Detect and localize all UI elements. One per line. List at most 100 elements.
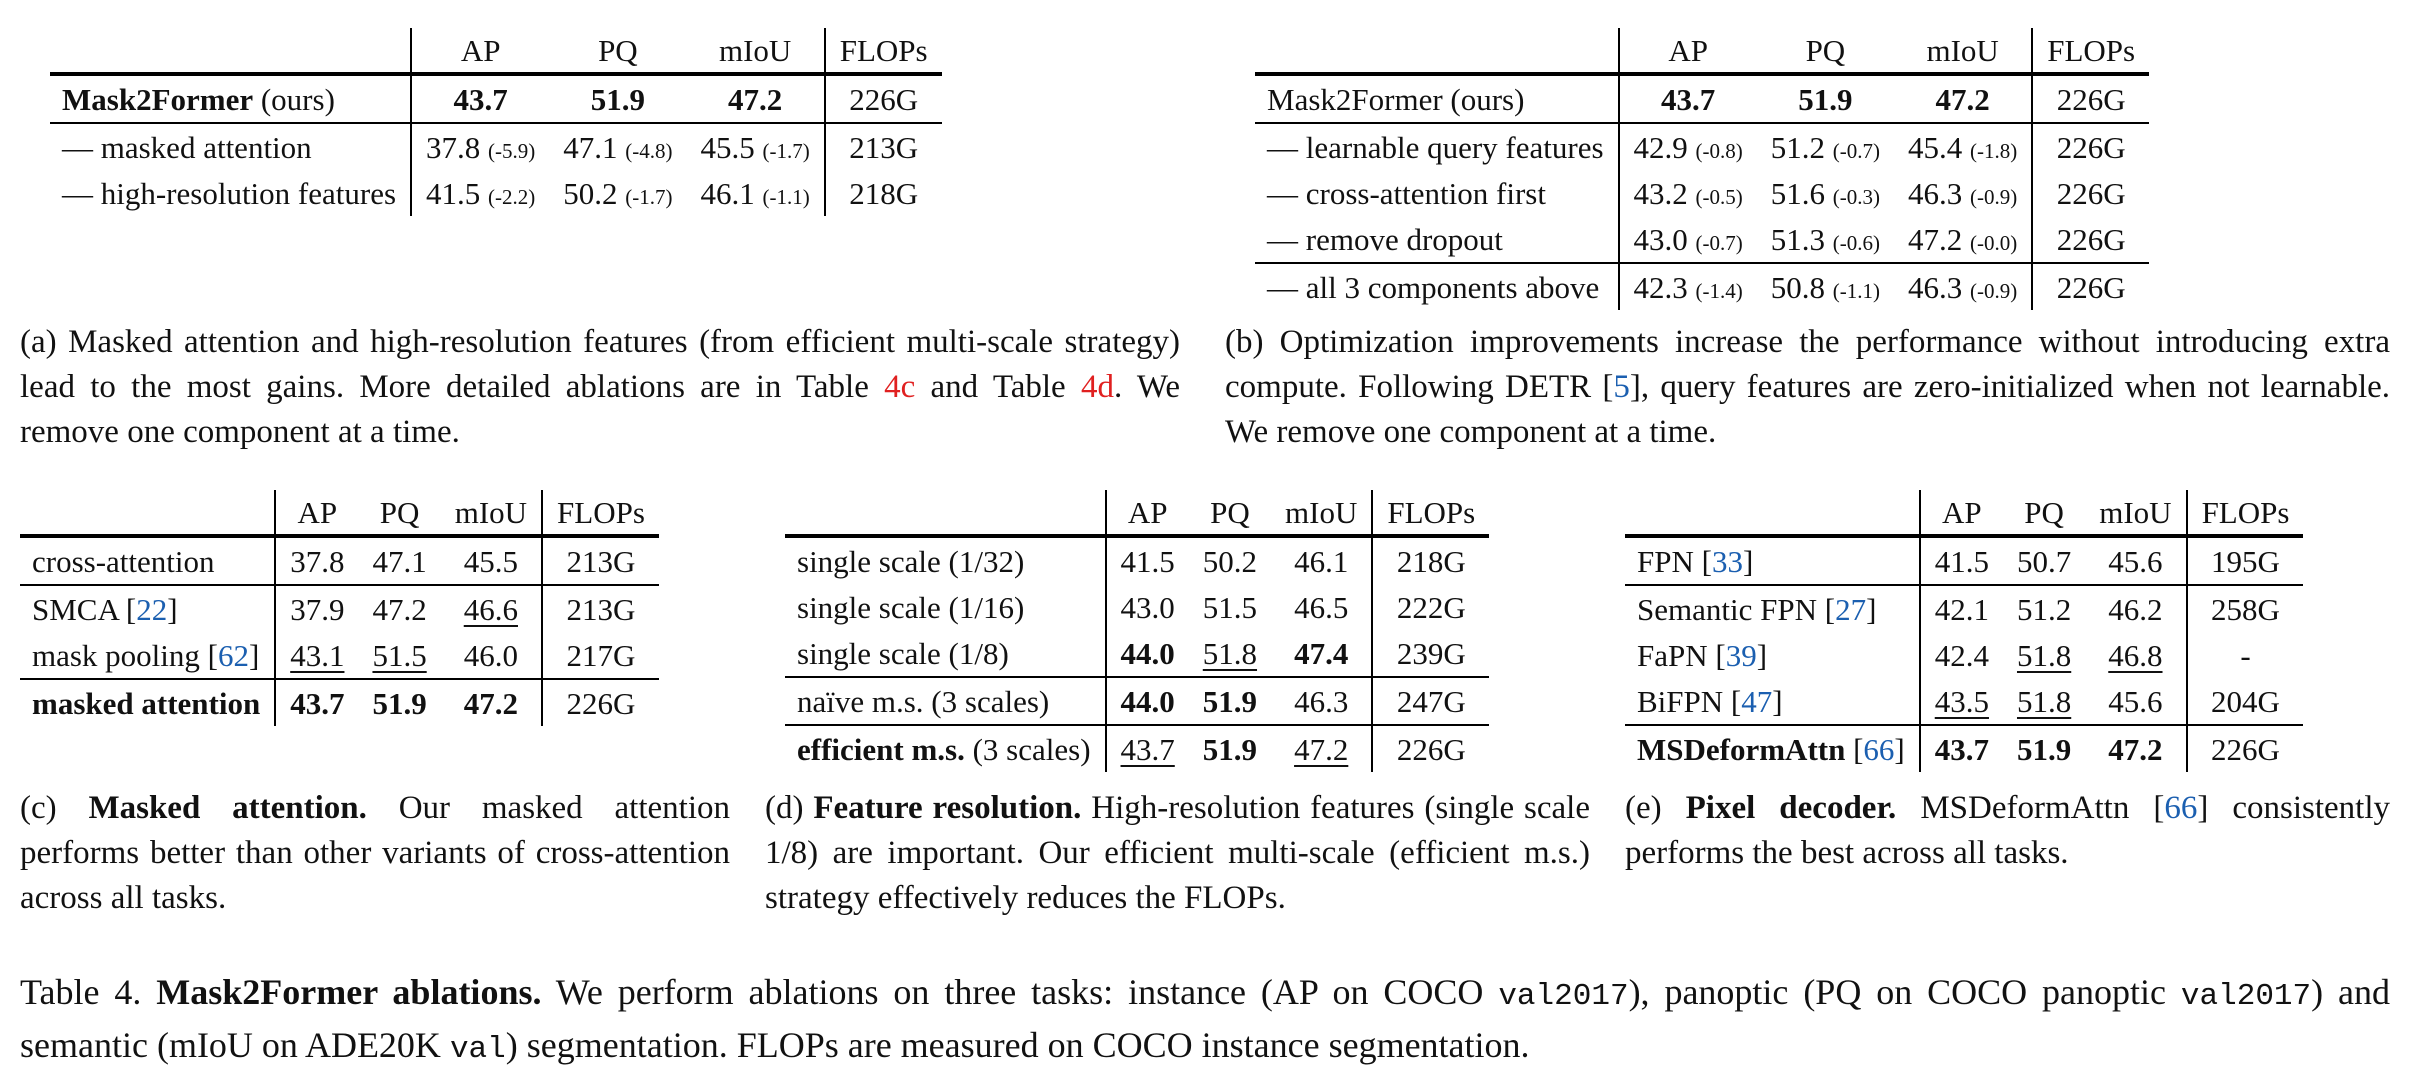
caption-c: (c) Masked attention. Our masked attenti… — [20, 786, 730, 921]
table-cell-pq: 50.2 (-1.7) — [549, 170, 686, 216]
table-row: efficient m.s. (3 scales) 43.7 51.9 47.2 226… — [785, 725, 1490, 772]
cell-delta: (-0.9) — [1970, 184, 2018, 209]
row-name: FaPN [ — [1637, 637, 1726, 673]
cell-delta: (-1.1) — [762, 184, 810, 209]
column-header-flops: FLOPs — [839, 32, 928, 68]
cell-value: 47.1 — [372, 543, 427, 579]
table-cell-miou: 47.2 — [2085, 725, 2188, 772]
table-a-header-row: AP PQ mIoU FLOPs — [50, 28, 942, 74]
row-label: single scale (1/16) — [785, 584, 1107, 630]
cell-value: 46.1 — [1294, 543, 1349, 579]
reference-link: 5 — [1613, 369, 1630, 405]
cell-value: 41.5 — [1934, 543, 1989, 579]
cell-delta: (-0.3) — [1832, 184, 1880, 209]
table-cell-flops: 217G — [542, 632, 659, 679]
reference-link: 66 — [2164, 790, 2198, 826]
cell-value: 226G — [2211, 731, 2280, 767]
caption-text: . We remove one component at a time. — [20, 369, 1181, 450]
cell-delta: (-4.8) — [625, 138, 673, 163]
caption-text: Our masked attention performs better tha… — [20, 790, 730, 916]
table-cell-flops: 226G — [2032, 216, 2149, 263]
cell-value: 43.5 — [1934, 683, 1989, 719]
caption-text: (a) Masked attention and high-resolution… — [20, 324, 1180, 405]
row-name: mask pooling [ — [32, 637, 218, 673]
caption-d: (d) Feature resolution. High-resolution … — [765, 786, 1590, 921]
table-cell-ap: 41.5 — [1106, 536, 1189, 584]
row-name: single scale (1/8) — [797, 635, 1009, 671]
cell-value: 47.2 — [1908, 221, 1963, 257]
table-cell-miou: 45.6 — [2085, 678, 2188, 725]
cell-delta: (-1.7) — [762, 138, 810, 163]
table-cell-miou: 47.2 — [1894, 74, 2034, 123]
table-cell-pq: 51.8 — [1189, 630, 1271, 677]
table-row: MSDeformAttn [66] 43.7 51.9 47.2 226G — [1625, 725, 2304, 772]
table-cell-flops: 213G — [825, 123, 942, 170]
table-cell-ap: 43.7 — [275, 679, 358, 726]
cell-value: 46.5 — [1294, 589, 1349, 625]
row-name: single scale (1/16) — [797, 589, 1025, 625]
table-row: FPN [33] 41.5 50.7 45.6 195G — [1625, 536, 2303, 585]
cell-delta: (-0.7) — [1695, 230, 1743, 255]
table-cell-pq: 47.1 — [358, 536, 440, 585]
column-header-pq: PQ — [1210, 494, 1250, 530]
caption-text: Feature resolution. — [813, 790, 1082, 826]
cell-value: 37.9 — [290, 591, 345, 627]
cell-value: 47.2 — [727, 81, 783, 117]
row-name-end: ] — [1772, 683, 1783, 719]
row-name-end: ] — [167, 591, 178, 627]
column-header-pq: PQ — [379, 494, 420, 530]
table-cell-ap: 42.1 — [1920, 585, 2003, 632]
cell-value: 51.9 — [2016, 731, 2072, 767]
cell-value: 218G — [849, 175, 919, 211]
citation-link: 39 — [1725, 637, 1757, 673]
table-cell-miou: 46.1 — [1271, 536, 1374, 584]
caption-b: (b) Optimization improvements increase t… — [1225, 320, 2390, 455]
table-cell-flops: 213G — [542, 536, 659, 585]
table-cell-miou: 46.3 (-0.9) — [1894, 263, 2034, 310]
caption-e: (e) Pixel decoder. MSDeformAttn [66] con… — [1625, 786, 2390, 876]
row-label: — all 3 components above — [1255, 263, 1620, 310]
citation-link: 66 — [1863, 731, 1895, 767]
cell-value: 226G — [2056, 129, 2126, 165]
cell-value: 45.5 — [700, 129, 755, 165]
cell-value: 51.9 — [1202, 731, 1258, 767]
column-header-pq: PQ — [598, 32, 638, 68]
row-label: SMCA [22] — [20, 585, 277, 632]
row-label: naïve m.s. (3 scales) — [785, 677, 1107, 725]
cell-value: 42.3 — [1633, 269, 1688, 305]
row-name: — learnable query features — [1267, 129, 1604, 165]
cell-value: 42.4 — [1934, 637, 1989, 673]
table-cell-pq: 51.3 (-0.6) — [1757, 216, 1894, 263]
table-cell-ap: 42.3 (-1.4) — [1619, 263, 1757, 310]
cell-value: 213G — [849, 129, 919, 165]
row-label: — masked attention — [50, 123, 413, 170]
column-header-pq: PQ — [2024, 494, 2064, 530]
table-cell-flops: 213G — [542, 585, 659, 632]
cell-value: 51.8 — [2016, 683, 2072, 719]
table-row: — learnable query features 42.9 (-0.8) 51.… — [1255, 123, 2150, 170]
row-name-suffix: (3 scales) — [964, 731, 1091, 767]
table-cell-miou: 46.8 — [2085, 632, 2188, 678]
column-header-flops: FLOPs — [1387, 494, 1476, 530]
table-cell-ap: 44.0 — [1106, 677, 1189, 725]
table-cell-miou: 47.2 — [686, 74, 826, 123]
cell-value: 51.6 — [1770, 175, 1826, 211]
table-cell-pq: 51.9 — [358, 679, 440, 726]
reference-link: 4c — [884, 369, 916, 405]
caption-text: (b) Optimization improvements increase t… — [1225, 324, 2390, 405]
cell-value: 51.9 — [590, 81, 645, 117]
table-cell-ap: 41.5 (-2.2) — [411, 170, 549, 216]
table-cell-flops: 226G — [2032, 123, 2149, 170]
row-label: Semantic FPN [27] — [1625, 585, 1921, 632]
row-name-end: ] — [249, 637, 260, 673]
row-name: FPN [ — [1637, 543, 1712, 579]
cell-delta: (-5.9) — [488, 138, 536, 163]
table-cell-flops: 226G — [2187, 725, 2304, 772]
row-name-end: ] — [1756, 637, 1768, 673]
cell-value: 43.0 — [1120, 589, 1175, 625]
caption-text: val2017 — [1498, 979, 1629, 1014]
cell-delta: (-2.2) — [488, 184, 536, 209]
table-row: — masked attention 37.8 (-5.9) 47.1 (-4.8)… — [50, 123, 942, 170]
table-cell-ap: 43.5 — [1920, 678, 2003, 725]
cell-value: 258G — [2211, 591, 2280, 627]
